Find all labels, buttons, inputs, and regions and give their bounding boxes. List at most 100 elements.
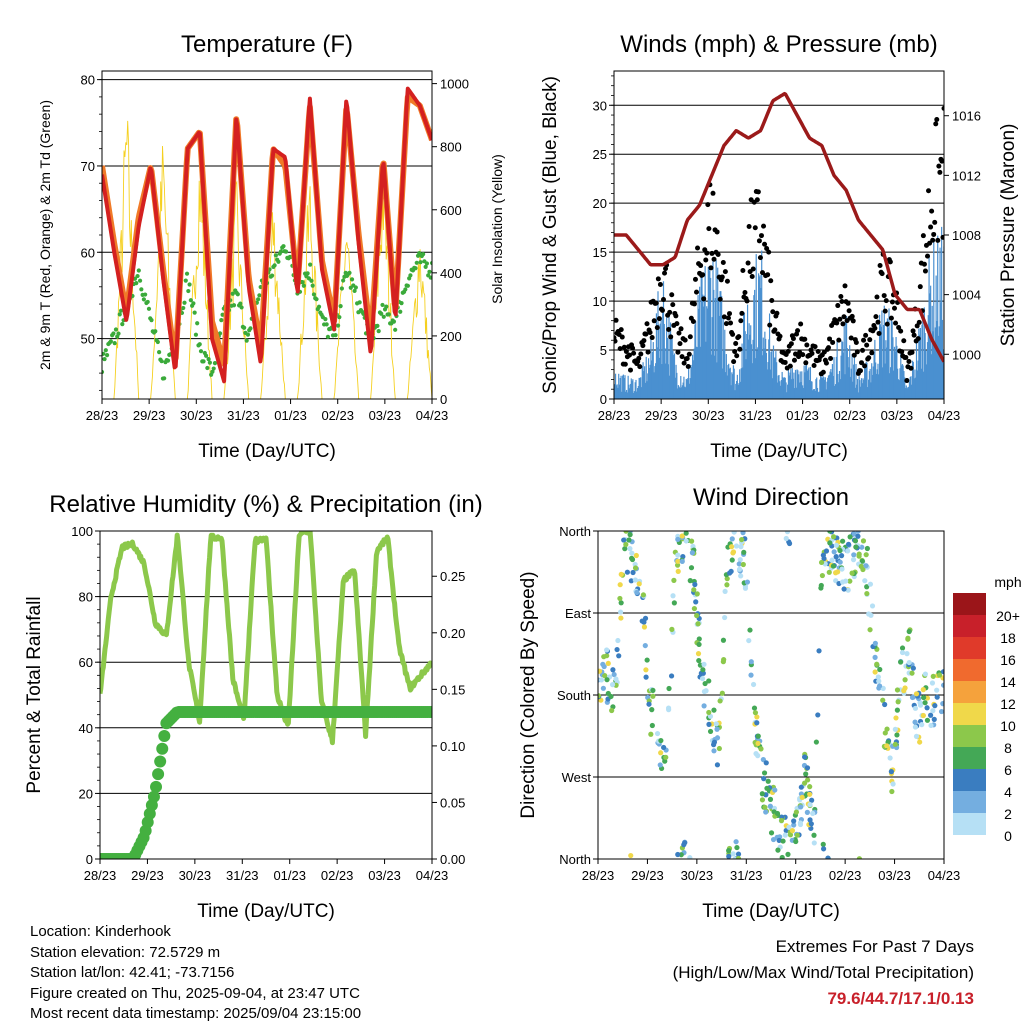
dewpoint-point (269, 273, 275, 278)
gust-point (656, 316, 662, 322)
direction-point (938, 708, 944, 715)
y2-tick-label: 0.10 (440, 739, 465, 754)
y-tick-label: 60 (79, 655, 93, 670)
direction-point (617, 595, 623, 602)
gust-point (745, 260, 751, 266)
extremes-subtitle: (High/Low/Max Wind/Total Precipitation) (672, 963, 974, 982)
x-tick-label: 29/23 (131, 868, 164, 883)
dewpoint-point (242, 325, 247, 330)
gust-point (762, 241, 768, 247)
colorbar-swatch (953, 659, 986, 681)
gust-point (614, 338, 618, 344)
x-tick-label: 28/23 (598, 408, 631, 423)
x-tick-label: 29/23 (631, 868, 664, 883)
direction-point (674, 562, 681, 568)
gust-point (679, 354, 685, 360)
gust-point (691, 301, 697, 307)
direction-point (856, 856, 863, 859)
chart-title: Winds (mph) & Pressure (mb) (620, 31, 937, 58)
gust-point (755, 189, 761, 195)
direction-point (691, 587, 697, 593)
dewpoint-point (424, 261, 430, 266)
x-tick-label: 02/23 (321, 408, 354, 423)
gust-point (862, 363, 868, 369)
direction-point (917, 739, 923, 745)
direction-point (786, 540, 793, 547)
direction-point (855, 533, 861, 539)
gust-point (917, 284, 923, 290)
direction-point (819, 572, 825, 579)
direction-point (665, 705, 672, 711)
dewpoint-point (186, 288, 191, 294)
precip-point (150, 780, 163, 793)
dewpoint-point (335, 323, 341, 328)
dewpoint-point (181, 305, 186, 311)
direction-point (884, 726, 890, 732)
direction-point (604, 677, 610, 683)
gust-point (931, 231, 937, 237)
x-tick-label: 31/23 (730, 868, 763, 883)
direction-point (864, 584, 870, 590)
direction-point (761, 776, 767, 782)
direction-point (695, 621, 701, 627)
dewpoint-point (380, 302, 385, 308)
gust-point (933, 121, 939, 127)
direction-point (807, 817, 813, 823)
gust-point (653, 300, 659, 306)
gust-point (736, 334, 742, 340)
dewpoint-point (421, 252, 426, 257)
elevation-text: Station elevation: 72.5729 m (30, 943, 221, 961)
gust-point (920, 233, 926, 239)
dewpoint-point (325, 334, 331, 339)
direction-point (706, 721, 712, 727)
gust-point (654, 325, 660, 331)
gust-point (690, 319, 696, 325)
dewpoint-point (193, 332, 199, 337)
gust-point (655, 276, 661, 282)
direction-point (614, 646, 620, 653)
direction-point (734, 844, 740, 851)
direction-point (827, 531, 833, 534)
direction-point (847, 534, 853, 540)
direction-point (627, 532, 633, 538)
gust-point (725, 315, 731, 321)
direction-point (793, 838, 799, 845)
y2-tick-label: 0.20 (440, 626, 465, 641)
direction-point (837, 547, 843, 554)
plot-frame (101, 70, 433, 400)
direction-point (627, 546, 633, 552)
direction-point (738, 573, 744, 579)
direction-point (934, 687, 940, 693)
gust-point (826, 345, 831, 351)
direction-point (707, 713, 714, 719)
dewpoint-point (143, 292, 148, 297)
y-axis-label: Direction (Colored By Speed) (518, 571, 539, 818)
gust-point (922, 268, 928, 274)
dewpoint-point (231, 303, 237, 308)
gust-point (861, 337, 867, 343)
gust-point (915, 336, 921, 342)
direction-point (702, 680, 708, 687)
direction-point (895, 699, 901, 705)
direction-point (852, 538, 859, 544)
direction-point (598, 677, 605, 683)
gust-point (722, 269, 728, 275)
x-tick-label: 01/23 (779, 868, 812, 883)
extremes-values: 79.6/44.7/17.1/0.13 (827, 989, 974, 1008)
y-tick-label: 10 (593, 294, 607, 309)
colorbar-label: 10 (1000, 718, 1016, 734)
direction-point (611, 671, 617, 678)
direction-point (778, 817, 785, 824)
x-tick-label: 31/23 (226, 868, 259, 883)
direction-point (598, 693, 602, 699)
direction-point (820, 841, 826, 847)
direction-point (729, 557, 735, 563)
direction-point (899, 645, 906, 651)
gust-point (887, 259, 893, 265)
dewpoint-point (136, 268, 141, 273)
direction-point (695, 651, 702, 657)
direction-point (598, 668, 603, 674)
direction-point (735, 851, 742, 857)
gust-point (830, 339, 836, 345)
dewpoint-point (414, 260, 419, 265)
